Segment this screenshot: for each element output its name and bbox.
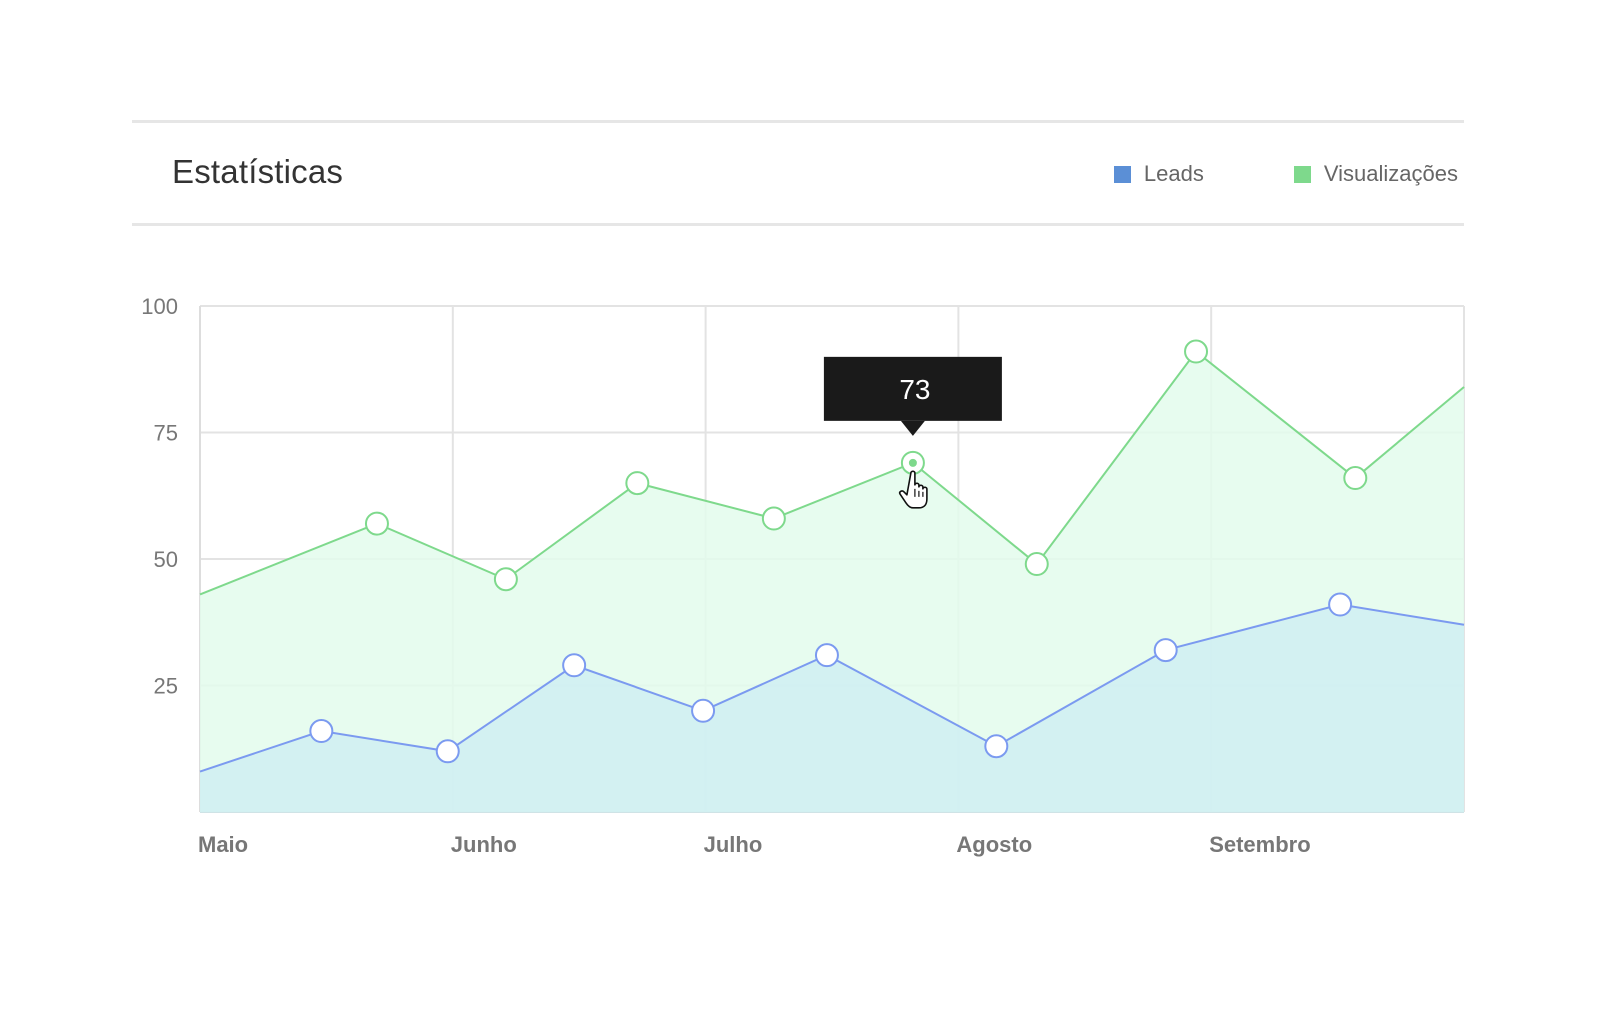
legend-label-visualizacoes: Visualizações <box>1323 161 1458 186</box>
data-point <box>814 643 839 668</box>
hand-pointer-icon <box>898 470 928 509</box>
legend-swatch-visualizacoes <box>1293 165 1311 183</box>
bottom-divider <box>132 223 1464 226</box>
x-tick-label: Junho <box>451 832 517 857</box>
y-tick-label: 25 <box>154 674 178 699</box>
tooltip-box <box>823 356 1002 421</box>
data-point <box>1153 638 1178 663</box>
chart-legend: Leads Visualizações <box>1024 161 1458 187</box>
data-point <box>1343 466 1368 491</box>
tooltip-value: 73 <box>899 374 930 405</box>
data-point <box>562 653 587 678</box>
statistics-card: Estatísticas Leads Visualizações <box>132 120 1464 226</box>
y-tick-label: 50 <box>154 547 178 572</box>
tooltip: 73 <box>823 356 1002 436</box>
x-tick-label: Agosto <box>956 832 1032 857</box>
data-point <box>1024 552 1049 577</box>
data-point <box>1184 339 1209 364</box>
card-title: Estatísticas <box>172 153 344 190</box>
data-point-highlight <box>908 458 917 467</box>
series-area <box>200 604 1464 812</box>
series-markers <box>309 339 1368 764</box>
y-tick-label: 100 <box>141 294 178 319</box>
data-point <box>1328 592 1353 617</box>
legend-item-leads[interactable]: Leads <box>1113 161 1204 187</box>
series-lines <box>199 350 1465 773</box>
data-point <box>691 698 716 723</box>
data-point <box>493 567 518 592</box>
legend-swatch-leads <box>1113 165 1131 183</box>
hand-pointer-shape <box>898 470 928 509</box>
series-line <box>199 603 1465 773</box>
x-tick-label: Julho <box>704 832 763 857</box>
x-tick-label: Maio <box>198 832 248 857</box>
top-divider <box>132 120 1464 123</box>
series-areas <box>200 351 1464 812</box>
data-point <box>984 734 1009 759</box>
series-line <box>199 350 1465 596</box>
axis-labels: 25 50 75 100 Maio Junho Julho Agosto Setembro <box>141 294 1310 857</box>
card-header: Estatísticas Leads Visualizações <box>132 123 1464 223</box>
y-tick-label: 75 <box>154 421 178 446</box>
data-point <box>435 739 460 764</box>
data-point <box>761 506 786 531</box>
legend-label-leads: Leads <box>1143 161 1204 186</box>
data-point <box>625 471 650 496</box>
legend-item-visualizacoes[interactable]: Visualizações <box>1293 161 1458 187</box>
data-point <box>309 719 334 744</box>
data-point <box>364 511 389 536</box>
tooltip-arrow <box>900 420 925 436</box>
x-tick-label: Setembro <box>1209 832 1310 857</box>
